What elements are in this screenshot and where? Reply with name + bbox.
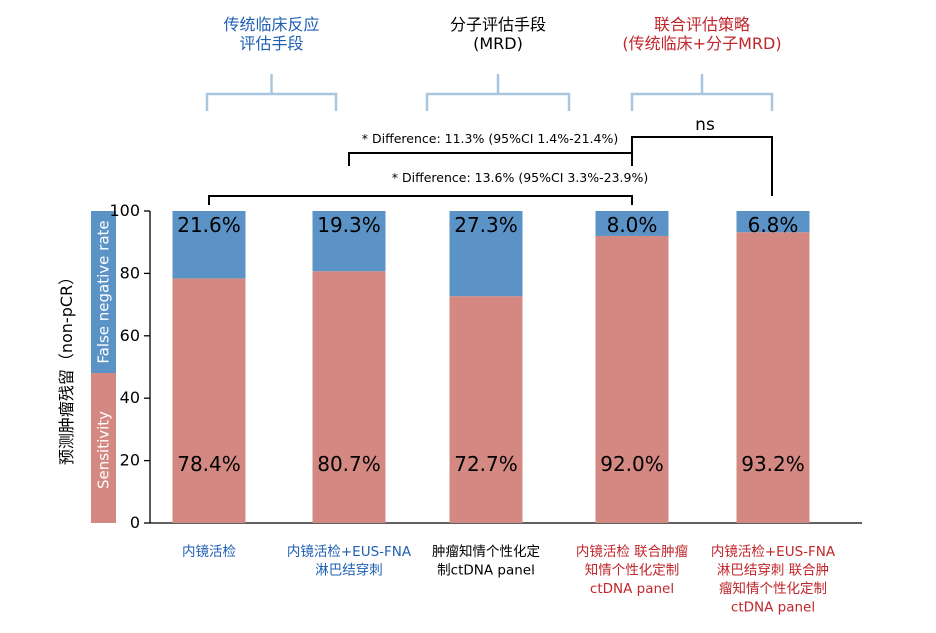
category-label: 内镜活检 (182, 544, 236, 560)
category-label: 制ctDNA panel (437, 563, 535, 579)
data-label-sensitivity: 78.4% (177, 452, 241, 476)
group-title: (MRD) (473, 34, 523, 53)
data-label-false-negative: 6.8% (748, 213, 799, 237)
bar-sensitivity (172, 278, 246, 523)
group-bracket (205, 74, 338, 111)
legend-strip-sensitivity (91, 373, 116, 523)
category-label: 瘤知情个性化定制 (719, 580, 827, 597)
legend-label-sensitivity: Sensitivity (95, 411, 113, 489)
comparison-bracket (208, 195, 633, 205)
data-label-false-negative: 19.3% (317, 213, 381, 237)
data-label-sensitivity: 72.7% (454, 452, 518, 476)
category-label: 内镜活检+EUS-FNA (711, 544, 836, 560)
data-label-false-negative: 27.3% (454, 213, 518, 237)
y-tick-label: 80 (120, 263, 140, 282)
category-label: ctDNA panel (590, 581, 674, 597)
data-label-false-negative: 8.0% (607, 213, 658, 237)
group-title: (传统临床+分子MRD) (622, 34, 781, 53)
group-title: 分子评估手段 (450, 15, 546, 34)
group-title: 传统临床反应 (223, 15, 319, 34)
data-label-sensitivity: 80.7% (317, 452, 381, 476)
bar-false-negative (172, 211, 246, 279)
bar-false-negative (449, 211, 523, 297)
group-title: 联合评估策略 (654, 15, 750, 34)
group-title: 评估手段 (239, 34, 303, 53)
comparison-label: * Difference: 11.3% (95%CI 1.4%-21.4%) (362, 131, 618, 146)
group-bracket (630, 74, 774, 111)
comparison-bracket (631, 136, 773, 196)
bar-false-negative (595, 211, 669, 236)
y-tick-label: 100 (109, 201, 140, 220)
data-label-sensitivity: 93.2% (741, 452, 805, 476)
y-tick-label: 20 (120, 451, 140, 470)
data-label-false-negative: 21.6% (177, 213, 241, 237)
comparison-bracket (348, 152, 633, 166)
bar-sensitivity (312, 271, 386, 523)
category-label: 内镜活检+EUS-FNA (287, 544, 412, 560)
y-tick-label: 0 (130, 513, 140, 532)
category-label: 肿瘤知情个性化定 (432, 543, 540, 560)
y-tick-label: 40 (120, 388, 140, 407)
bar-sensitivity (736, 232, 810, 523)
category-label: 知情个性化定制 (585, 562, 680, 579)
comparison-label: * Difference: 13.6% (95%CI 3.3%-23.9%) (392, 170, 648, 185)
data-label-sensitivity: 92.0% (600, 452, 664, 476)
comparison-label-ns: ns (695, 115, 715, 135)
y-tick-label: 60 (120, 326, 140, 345)
category-label: 内镜活检 联合肿瘤 (576, 543, 688, 560)
legend-strip-false-negative (91, 211, 116, 373)
legend-label-false-negative: False negative rate (95, 220, 113, 363)
category-label: 淋巴结穿刺 联合肿 (717, 563, 829, 579)
category-label: 淋巴结穿刺 (315, 563, 383, 579)
bar-false-negative (736, 211, 810, 233)
category-label: ctDNA panel (731, 600, 815, 616)
group-bracket (425, 74, 571, 111)
bar-sensitivity (595, 235, 669, 523)
bar-sensitivity (449, 296, 523, 523)
bar-false-negative (312, 211, 386, 272)
y-axis-title: 预测肿瘤残留（non-pCR） (57, 269, 76, 465)
